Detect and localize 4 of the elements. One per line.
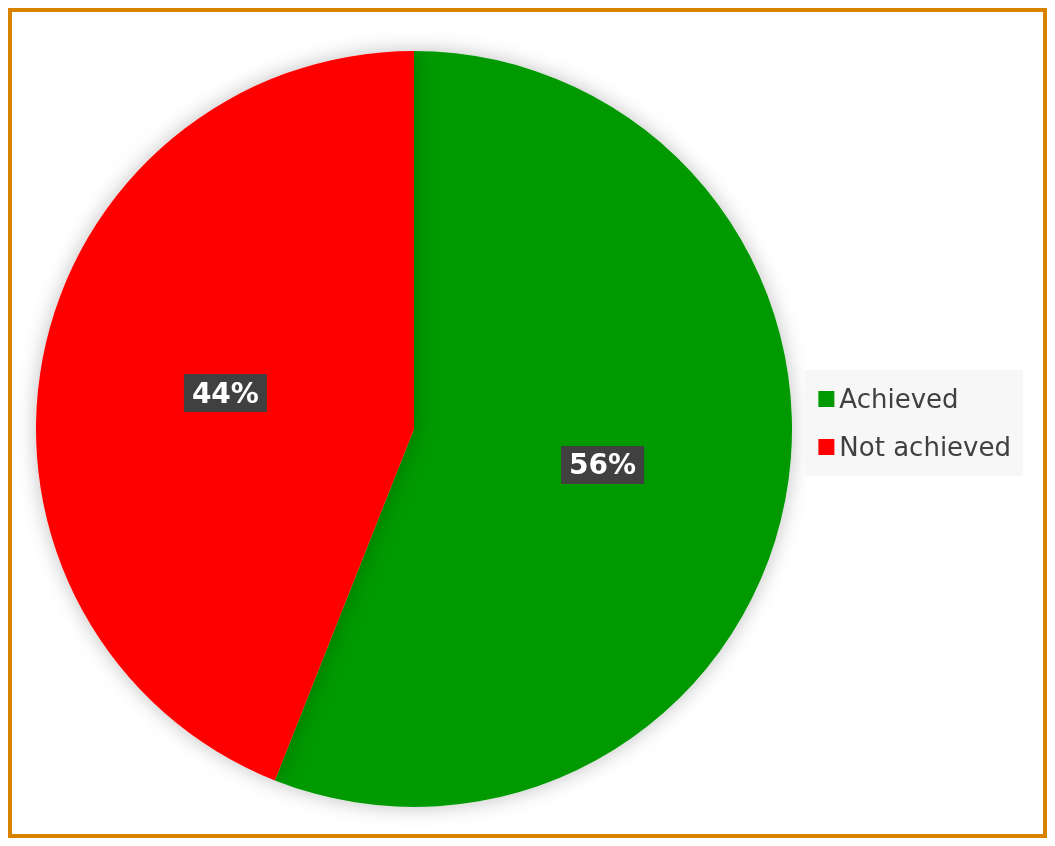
legend-label: Not achieved bbox=[839, 432, 1012, 462]
legend-label: Achieved bbox=[839, 384, 959, 414]
data-label: 56% bbox=[569, 448, 637, 482]
data-label: 44% bbox=[191, 376, 259, 410]
